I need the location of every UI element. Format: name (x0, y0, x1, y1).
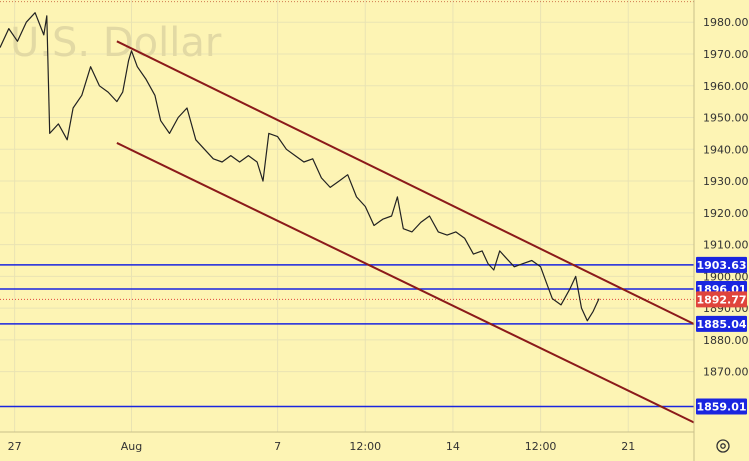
level-label: 1903.63 (696, 259, 746, 272)
y-tick-label: 1910.00 (703, 239, 749, 252)
y-tick-label: 1920.00 (703, 207, 749, 220)
x-tick-label: 14 (446, 440, 460, 453)
y-tick-label: 1970.00 (703, 48, 749, 61)
x-tick-label: 21 (621, 440, 635, 453)
level-label-bg (696, 398, 747, 415)
level-label: 1885.04 (696, 318, 746, 331)
grid (0, 0, 694, 432)
x-tick-label: Aug (121, 440, 142, 453)
watermark: U.S. Dollar (10, 20, 222, 66)
x-tick-label: 27 (8, 440, 22, 453)
channel-line-lower (116, 142, 695, 424)
channel-lines (116, 40, 695, 424)
y-tick-label: 1870.00 (703, 366, 749, 379)
x-tick-label: 12:00 (349, 440, 381, 453)
channel-line-upper (116, 40, 695, 325)
gear-icon[interactable] (716, 439, 730, 453)
x-axis: 27 Aug 7 12:00 14 12:00 21 (8, 440, 636, 453)
y-tick-label: 1940.00 (703, 143, 749, 156)
level-label-bg (696, 291, 747, 308)
y-axis: 1870.001880.001890.001900.001910.001920.… (703, 16, 749, 378)
level-label: 1859.01 (696, 401, 746, 414)
price-series (0, 12, 600, 322)
y-tick-label: 1960.00 (703, 80, 749, 93)
y-tick-label: 1900.00 (703, 270, 749, 283)
y-tick-label: 1880.00 (703, 334, 749, 347)
price-line (0, 12, 600, 322)
y-tick-label: 1980.00 (703, 16, 749, 29)
level-label-bg (696, 315, 747, 332)
y-tick-label: 1950.00 (703, 112, 749, 125)
x-tick-label: 12:00 (525, 440, 557, 453)
level-label-bg (696, 256, 747, 273)
x-tick-label: 7 (274, 440, 281, 453)
level-label: 1892.77 (696, 293, 746, 306)
y-tick-label: 1930.00 (703, 175, 749, 188)
